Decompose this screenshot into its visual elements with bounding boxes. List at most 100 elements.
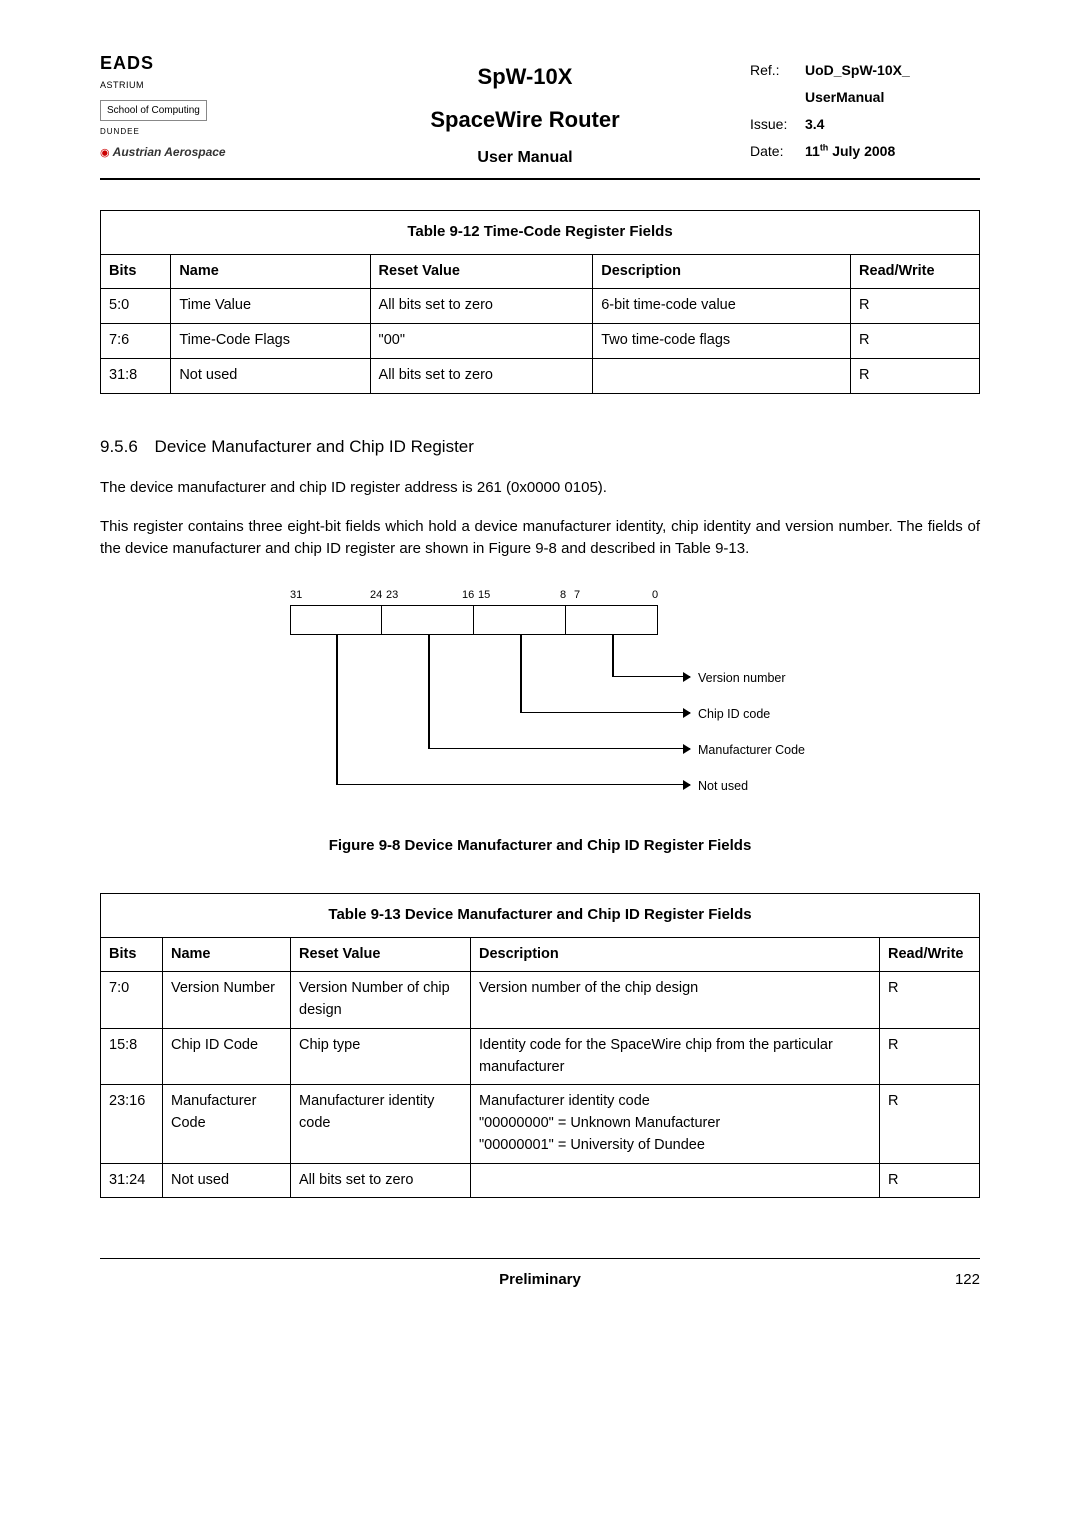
table-cell: "00": [370, 324, 593, 359]
table-cell: Manufacturer Code: [163, 1085, 291, 1163]
section-title: Device Manufacturer and Chip ID Register: [155, 437, 474, 456]
table-header: Bits: [101, 254, 171, 289]
table-cell: Not used: [171, 358, 370, 393]
table-cell: All bits set to zero: [291, 1163, 471, 1198]
bit-label: 0: [652, 587, 658, 604]
section-heading: 9.5.6 Device Manufacturer and Chip ID Re…: [100, 434, 980, 460]
header-title-block: SpW-10X SpaceWire Router User Manual: [300, 50, 750, 170]
register-field-box: [474, 605, 566, 635]
table-cell: 6-bit time-code value: [593, 289, 851, 324]
table-cell: [593, 358, 851, 393]
table-cell: Identity code for the SpaceWire chip fro…: [471, 1028, 880, 1085]
table-cell: Version Number of chip design: [291, 972, 471, 1029]
paragraph: The device manufacturer and chip ID regi…: [100, 477, 980, 500]
table-cell: Manufacturer identity code"00000000" = U…: [471, 1085, 880, 1163]
table-header: Name: [171, 254, 370, 289]
date-value: 11th July 2008: [805, 141, 895, 162]
table-row: 31:8Not usedAll bits set to zeroR: [101, 358, 980, 393]
footer-status: Preliminary: [160, 1269, 920, 1292]
table-cell: Two time-code flags: [593, 324, 851, 359]
diagram-label: Manufacturer Code: [698, 741, 805, 760]
page-footer: Preliminary 122: [100, 1258, 980, 1292]
title-line-2: SpaceWire Router: [300, 103, 750, 136]
bit-label: 16: [462, 587, 474, 604]
figure-caption: Figure 9-8 Device Manufacturer and Chip …: [100, 835, 980, 858]
table-cell: Time-Code Flags: [171, 324, 370, 359]
eads-logo: EADS ASTRIUM: [100, 50, 300, 94]
table-cell: 7:0: [101, 972, 163, 1029]
issue-label: Issue:: [750, 114, 805, 135]
table-cell: 31:8: [101, 358, 171, 393]
table-cell: 31:24: [101, 1163, 163, 1198]
section-number: 9.5.6: [100, 434, 138, 460]
diagram-label: Version number: [698, 669, 786, 688]
table-cell: R: [880, 1163, 980, 1198]
table-9-13: Table 9-13 Device Manufacturer and Chip …: [100, 893, 980, 1198]
soc-text: School of Computing: [100, 100, 207, 121]
table-row: 23:16Manufacturer Code Manufacturer ident…: [101, 1085, 980, 1163]
register-field-box: [290, 605, 382, 635]
register-field-box: [382, 605, 474, 635]
paragraph: This register contains three eight-bit f…: [100, 516, 980, 561]
table-header: Description: [471, 937, 880, 972]
diagram-label: Chip ID code: [698, 705, 770, 724]
table-header: Reset Value: [291, 937, 471, 972]
table-9-13-caption: Table 9-13 Device Manufacturer and Chip …: [100, 893, 980, 937]
register-field-box: [566, 605, 658, 635]
issue-value: 3.4: [805, 114, 824, 135]
table-row: BitsNameReset ValueDescriptionRead/Write: [101, 254, 980, 289]
page-header: EADS ASTRIUM School of Computing DUNDEE …: [100, 50, 980, 180]
table-row: 31:24Not usedAll bits set to zero R: [101, 1163, 980, 1198]
soc-logo: School of Computing DUNDEE: [100, 98, 300, 140]
title-line-3: User Manual: [300, 146, 750, 170]
table-header: Reset Value: [370, 254, 593, 289]
table-9-12: Table 9-12 Time-Code Register Fields Bit…: [100, 210, 980, 394]
table-cell: Time Value: [171, 289, 370, 324]
table-row: 7:6Time-Code Flags"00"Two time-code flag…: [101, 324, 980, 359]
astrium-text: ASTRIUM: [100, 80, 144, 90]
ref-label: Ref.:: [750, 60, 805, 81]
table-cell: Not used: [163, 1163, 291, 1198]
table-row: 5:0Time ValueAll bits set to zero6-bit t…: [101, 289, 980, 324]
table-header: Name: [163, 937, 291, 972]
table-header: Bits: [101, 937, 163, 972]
table-row: 15:8Chip ID CodeChip typeIdentity code f…: [101, 1028, 980, 1085]
diagram-label: Not used: [698, 777, 748, 796]
table-cell: Chip ID Code: [163, 1028, 291, 1085]
table-row: 7:0Version NumberVersion Number of chip …: [101, 972, 980, 1029]
table-cell: R: [851, 289, 980, 324]
bit-label: 15: [478, 587, 490, 604]
ref-value-1: UoD_SpW-10X_: [805, 60, 910, 81]
table-cell: 5:0: [101, 289, 171, 324]
header-logos: EADS ASTRIUM School of Computing DUNDEE …: [100, 50, 300, 166]
table-cell: Chip type: [291, 1028, 471, 1085]
bit-label: 8: [560, 587, 566, 604]
table-cell: 7:6: [101, 324, 171, 359]
register-diagram: 31 24 23 16 15 8 7 0 Version number Chip…: [270, 587, 810, 817]
table-cell: All bits set to zero: [370, 289, 593, 324]
table-header: Description: [593, 254, 851, 289]
table-header: Read/Write: [880, 937, 980, 972]
table-cell: 23:16: [101, 1085, 163, 1163]
bit-label: 24: [370, 587, 382, 604]
table-header: Read/Write: [851, 254, 980, 289]
title-line-1: SpW-10X: [300, 60, 750, 93]
table-cell: R: [851, 324, 980, 359]
header-meta: Ref.: UoD_SpW-10X_ UserManual Issue: 3.4…: [750, 50, 980, 168]
figure-9-8: 31 24 23 16 15 8 7 0 Version number Chip…: [100, 587, 980, 817]
ref-value-2: UserManual: [805, 87, 884, 108]
table-cell: R: [851, 358, 980, 393]
table-cell: R: [880, 1028, 980, 1085]
table-cell: Version number of the chip design: [471, 972, 880, 1029]
aa-text: Austrian Aerospace: [113, 145, 226, 159]
date-label: Date:: [750, 141, 805, 162]
dundee-text: DUNDEE: [100, 127, 140, 136]
table-cell: R: [880, 972, 980, 1029]
bit-label: 7: [574, 587, 580, 604]
page-number: 122: [920, 1269, 980, 1292]
eads-text: EADS: [100, 53, 154, 73]
table-cell: R: [880, 1085, 980, 1163]
bit-label: 23: [386, 587, 398, 604]
table-cell: 15:8: [101, 1028, 163, 1085]
table-row: BitsNameReset ValueDescriptionRead/Write: [101, 937, 980, 972]
